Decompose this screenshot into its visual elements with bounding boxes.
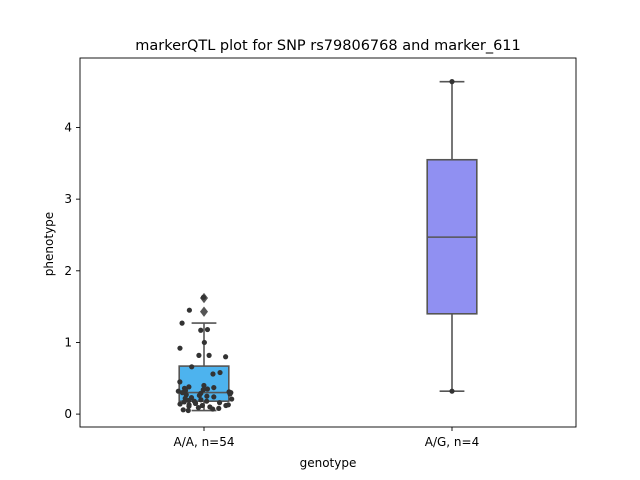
data-point: [216, 400, 223, 406]
data-point: [204, 393, 210, 399]
x-tick-label: A/G, n=4: [425, 435, 479, 449]
data-point: [204, 386, 211, 392]
data-point: [199, 402, 205, 409]
data-point: [186, 397, 192, 404]
data-point: [186, 403, 192, 409]
data-point: [180, 407, 186, 413]
data-point: [179, 390, 185, 396]
data-point: [201, 382, 207, 389]
y-tick-label: 4: [64, 121, 72, 135]
data-point: [198, 397, 204, 403]
data-point: [201, 339, 207, 346]
data-point: [206, 352, 212, 358]
data-point: [186, 384, 192, 390]
outlier-marker: [200, 306, 208, 317]
data-point: [177, 379, 183, 385]
data-point: [196, 392, 202, 399]
data-point: [227, 391, 233, 397]
y-tick-label: 3: [64, 192, 72, 206]
data-point: [217, 369, 223, 376]
plot-frame: [79, 57, 577, 428]
data-point: [179, 320, 185, 326]
data-point: [211, 384, 217, 391]
data-point: [198, 327, 204, 333]
data-point: [449, 79, 455, 85]
data-point: [229, 396, 235, 402]
data-point: [204, 398, 210, 404]
plot-area: 0 1 2 3 4 A/A, n=54 A/G, n=4: [64, 57, 577, 449]
data-point: [223, 402, 229, 409]
y-tick-label: 2: [64, 264, 72, 278]
data-point: [210, 371, 216, 377]
data-point: [195, 405, 201, 411]
y-tick-label: 0: [64, 407, 72, 421]
data-point: [177, 401, 183, 407]
data-point: [449, 388, 455, 394]
data-point: [181, 399, 187, 405]
data-point: [196, 352, 202, 358]
data-point: [189, 364, 195, 370]
data-point: [177, 345, 183, 351]
data-point: [192, 400, 199, 406]
data-point: [185, 407, 191, 414]
chart-title: markerQTL plot for SNP rs79806768 and ma…: [135, 38, 521, 54]
data-point: [200, 294, 207, 300]
y-tick-label: 1: [64, 335, 72, 349]
data-point: [204, 326, 211, 333]
data-point: [186, 307, 192, 313]
data-point: [211, 394, 217, 400]
x-tick-label: A/A, n=54: [173, 435, 234, 449]
data-point: [216, 405, 222, 411]
y-axis-label: phenotype: [42, 212, 56, 276]
data-point: [175, 388, 181, 394]
data-point: [223, 354, 229, 360]
x-axis-label: genotype: [300, 456, 357, 470]
data-point: [210, 406, 216, 412]
